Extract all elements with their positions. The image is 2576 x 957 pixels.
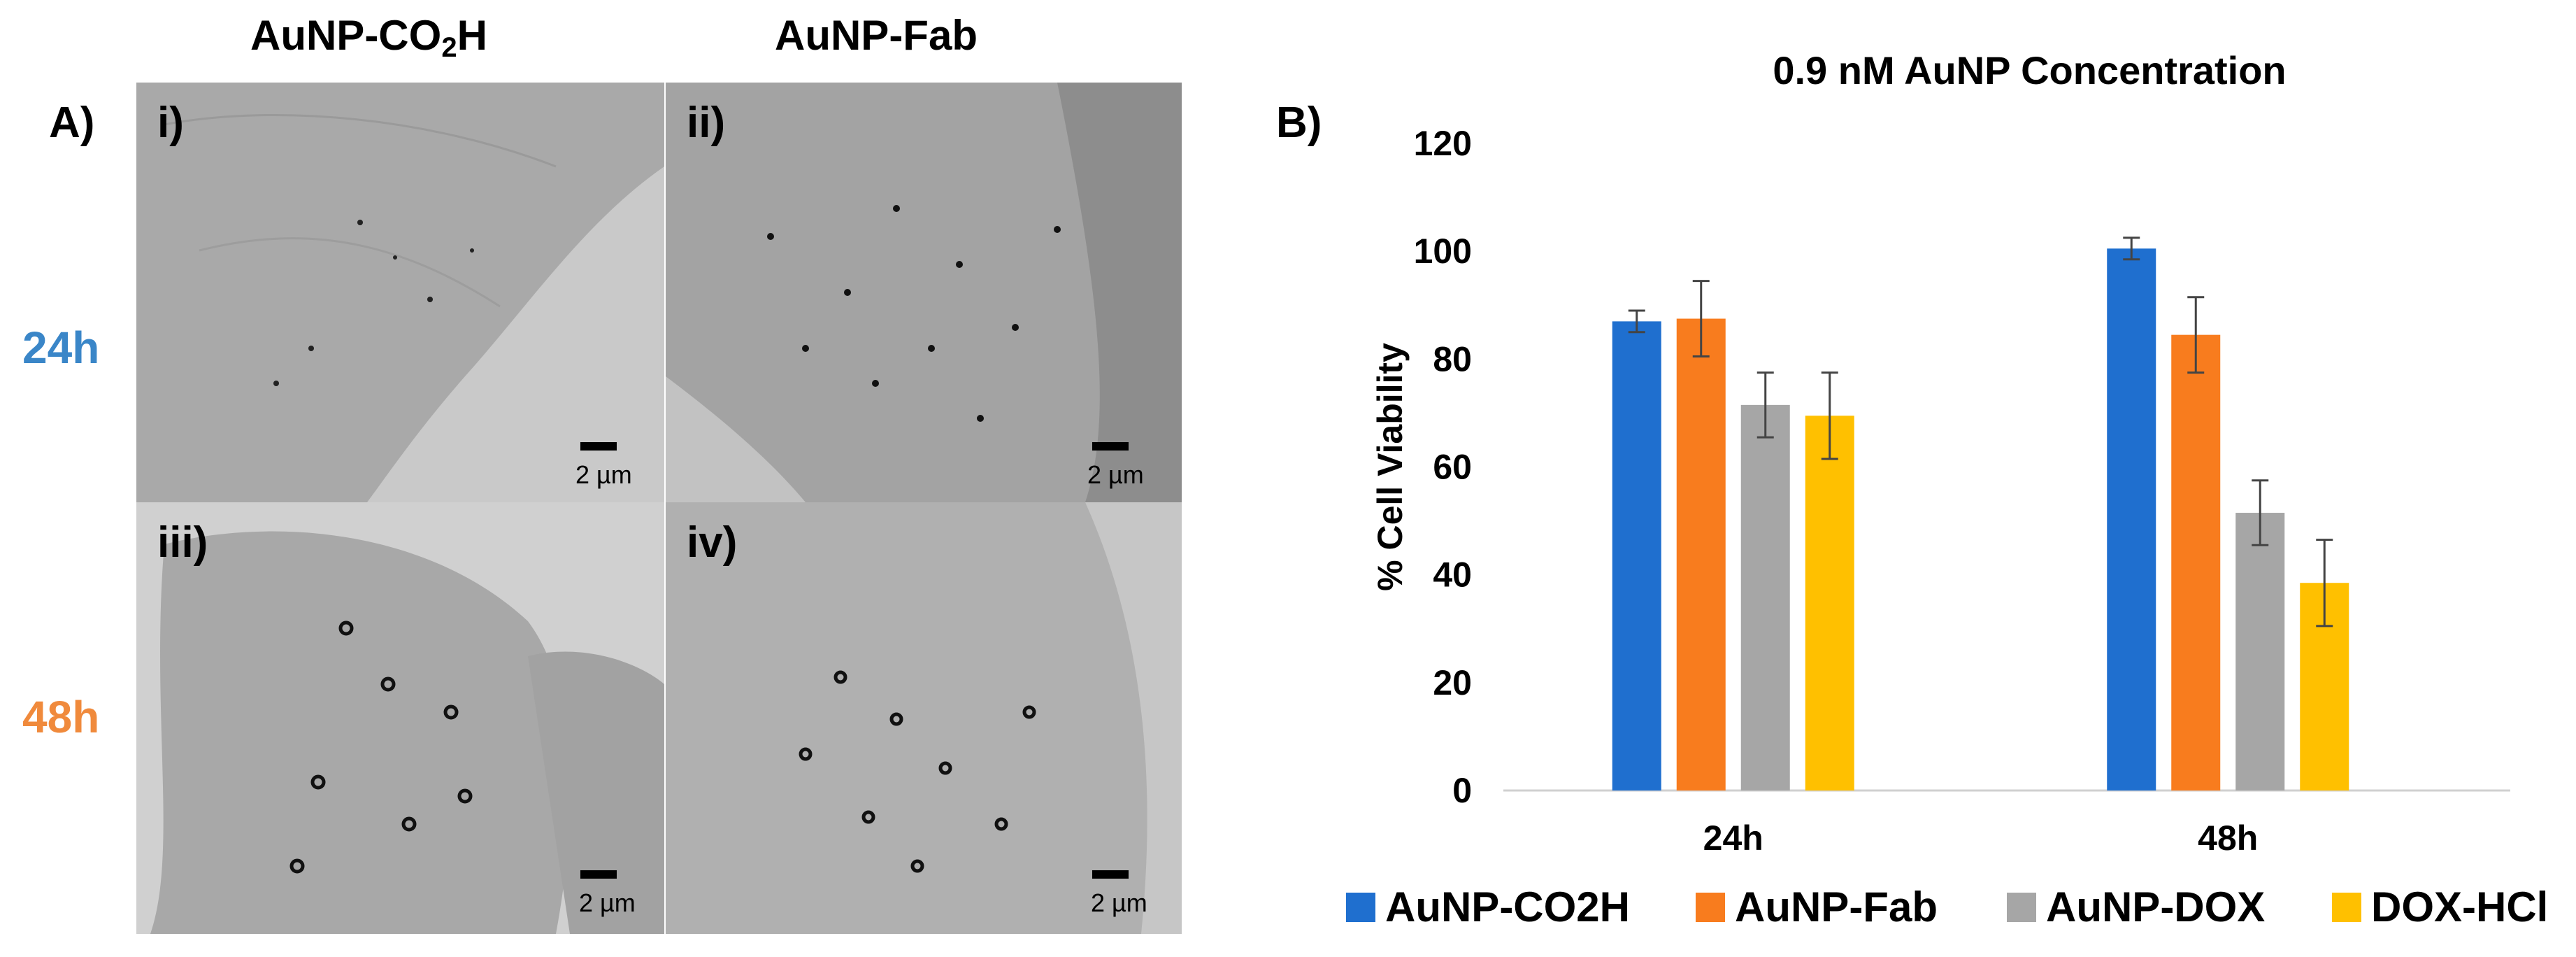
chart-title: 0.9 nM AuNP Concentration: [1773, 48, 2286, 92]
micrograph-i-texture: [136, 83, 664, 502]
scale-bar-iii: [580, 870, 617, 879]
cell-viability-chart: 0.9 nM AuNP Concentration % Cell Viabilit…: [1371, 48, 2510, 858]
micrograph-ii: ii) 2 µm: [666, 83, 1182, 502]
bar-aunp-dox-48h: [2235, 513, 2285, 791]
scale-bar-i: [580, 442, 617, 451]
legend-label-aunp-dox: AuNP-DOX: [2046, 884, 2266, 930]
legend-label-aunp-co2h: AuNP-CO2H: [1385, 884, 1631, 930]
legend-label-aunp-fab: AuNP-Fab: [1735, 884, 1938, 930]
bar-aunp-dox-24h: [1740, 404, 1790, 791]
panel-a-label: A): [49, 99, 95, 147]
legend-swatch-aunp-fab: [1696, 892, 1725, 922]
y-tick-label-120: 120: [1414, 124, 1472, 163]
scale-text-i: 2 µm: [575, 460, 632, 489]
bar-aunp-fab-48h: [2171, 334, 2221, 791]
bar-aunp-co2h-48h: [2107, 248, 2156, 791]
bar-aunp-fab-24h: [1676, 318, 1726, 791]
row-label-24h: 24h: [22, 322, 100, 373]
y-tick-label-60: 60: [1433, 448, 1472, 487]
image-label-ii: ii): [687, 99, 726, 147]
micrograph-iv: iv) 2 µm: [666, 502, 1182, 934]
legend-item-aunp-co2h: AuNP-CO2H: [1346, 883, 1630, 931]
scale-text-iii: 2 µm: [579, 888, 636, 917]
bar-dox-hcl-24h: [1805, 416, 1854, 791]
y-tick-label-100: 100: [1414, 232, 1472, 271]
subscript-2: 2: [441, 32, 457, 63]
legend-item-dox-hcl: DOX-HCl: [2332, 883, 2548, 931]
y-tick-label-80: 80: [1433, 339, 1472, 378]
micrograph-i: i) 2 µm: [136, 83, 664, 502]
row-label-48h: 48h: [22, 692, 100, 742]
y-tick-label-40: 40: [1433, 555, 1472, 595]
legend-swatch-dox-hcl: [2332, 892, 2361, 922]
y-axis-label: % Cell Viability: [1371, 343, 1410, 591]
image-label-iii: iii): [157, 518, 208, 567]
panel-b-label: B): [1276, 99, 1322, 147]
micrograph-iii-texture: [150, 531, 664, 934]
image-label-i: i): [157, 99, 184, 147]
legend-item-aunp-dox: AuNP-DOX: [2007, 883, 2265, 931]
legend-item-aunp-fab: AuNP-Fab: [1696, 883, 1938, 931]
legend-label-dox-hcl: DOX-HCl: [2371, 884, 2549, 930]
column-heading-aunp-fab: AuNP-Fab: [775, 12, 978, 59]
y-tick-label-0: 0: [1452, 771, 1472, 810]
x-tick-label-48h: 48h: [2198, 818, 2258, 858]
scale-text-ii: 2 µm: [1087, 460, 1144, 489]
scale-text-iv: 2 µm: [1091, 888, 1147, 917]
x-tick-label-24h: 24h: [1703, 818, 1763, 858]
micrograph-iii: iii) 2 µm: [136, 502, 664, 934]
micrograph-iv-texture: [799, 502, 1182, 934]
y-tick-label-20: 20: [1433, 663, 1472, 702]
scale-bar-ii: [1092, 442, 1129, 451]
column-heading-aunp-co2h: AuNP-CO2H: [250, 12, 487, 63]
scale-bar-iv: [1092, 870, 1129, 879]
legend-swatch-aunp-co2h: [1346, 892, 1375, 922]
legend-swatch-aunp-dox: [2007, 892, 2036, 922]
bar-aunp-co2h-24h: [1612, 321, 1661, 791]
image-label-iv: iv): [687, 518, 738, 567]
micrograph-ii-texture: [666, 83, 1182, 502]
